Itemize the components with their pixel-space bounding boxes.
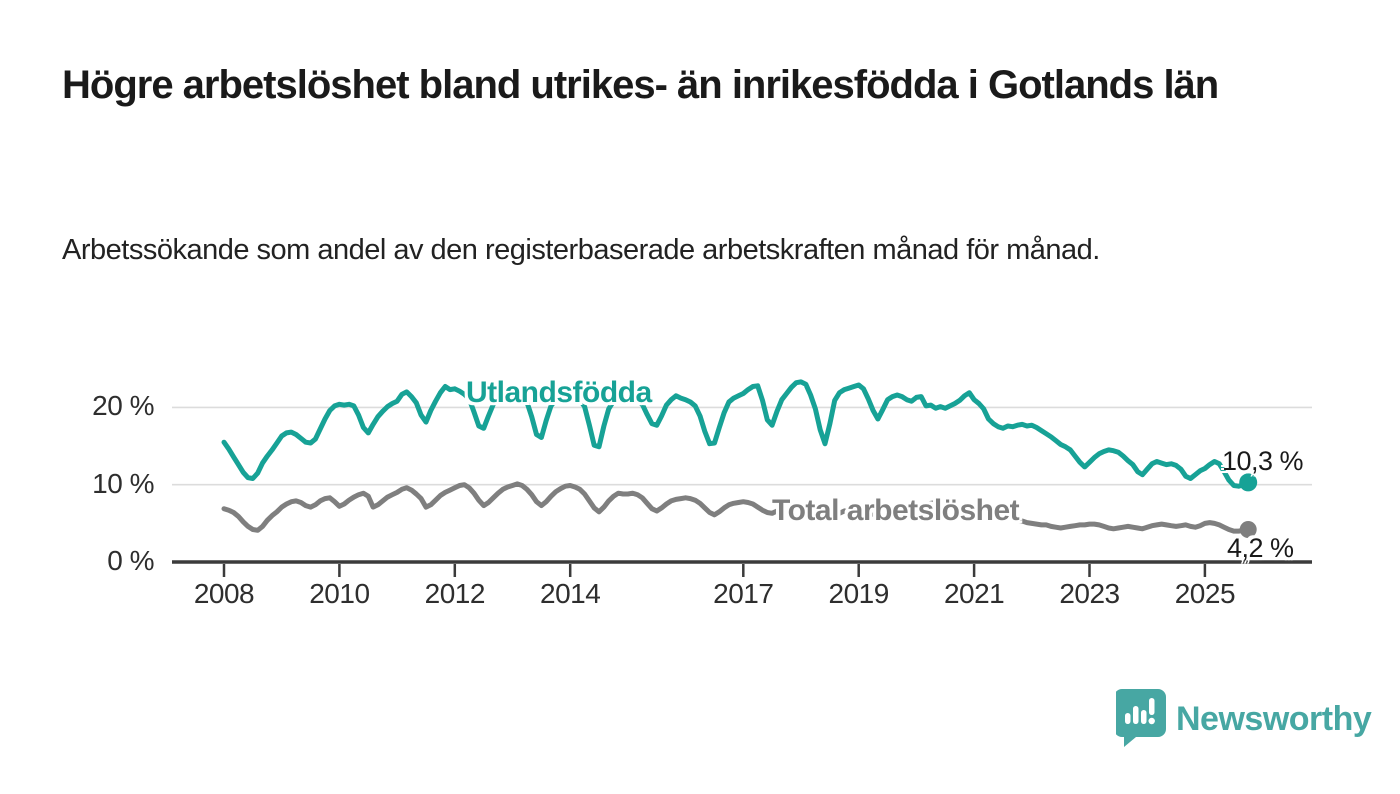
- chart-subtitle: Arbetssökande som andel av den registerb…: [62, 234, 1100, 266]
- y-tick-label: 0 %: [107, 545, 154, 576]
- x-tick-label: 2014: [540, 578, 601, 609]
- x-tick-label: 2008: [193, 578, 255, 609]
- series-end-dot-0: [1239, 473, 1258, 492]
- x-tick-label: 2019: [828, 578, 890, 609]
- x-tick-label: 2017: [713, 578, 774, 609]
- newsworthy-logo: Newsworthy: [1114, 686, 1372, 753]
- end-value-label-utlandsfodda: 10,3 %: [1222, 446, 1304, 476]
- x-tick-label: 2023: [1059, 578, 1120, 609]
- end-value-label-total: 4,2 %: [1227, 533, 1294, 563]
- y-tick-label: 10 %: [92, 467, 154, 499]
- x-tick-label: 2025: [1174, 578, 1236, 609]
- x-tick-label: 2010: [309, 578, 370, 609]
- series-label-total-arbetsloshet: Total arbetslöshet: [772, 494, 1020, 527]
- series-end-dot-1: [1239, 521, 1257, 538]
- x-tick-label: 2012: [424, 578, 486, 609]
- newsworthy-logo-text: Newsworthy: [1176, 700, 1372, 738]
- y-tick-label: 20 %: [92, 390, 154, 422]
- chart-title: Högre arbetslöshet bland utrikes- än inr…: [62, 63, 1219, 107]
- series-line-1: [221, 481, 1251, 534]
- series-line-0: [221, 379, 1251, 489]
- series-label-utlandsfodda: Utlandsfödda: [466, 376, 652, 409]
- x-tick-label: 2021: [943, 578, 1005, 609]
- bar-chart-speech-bubble-icon: [1114, 686, 1166, 753]
